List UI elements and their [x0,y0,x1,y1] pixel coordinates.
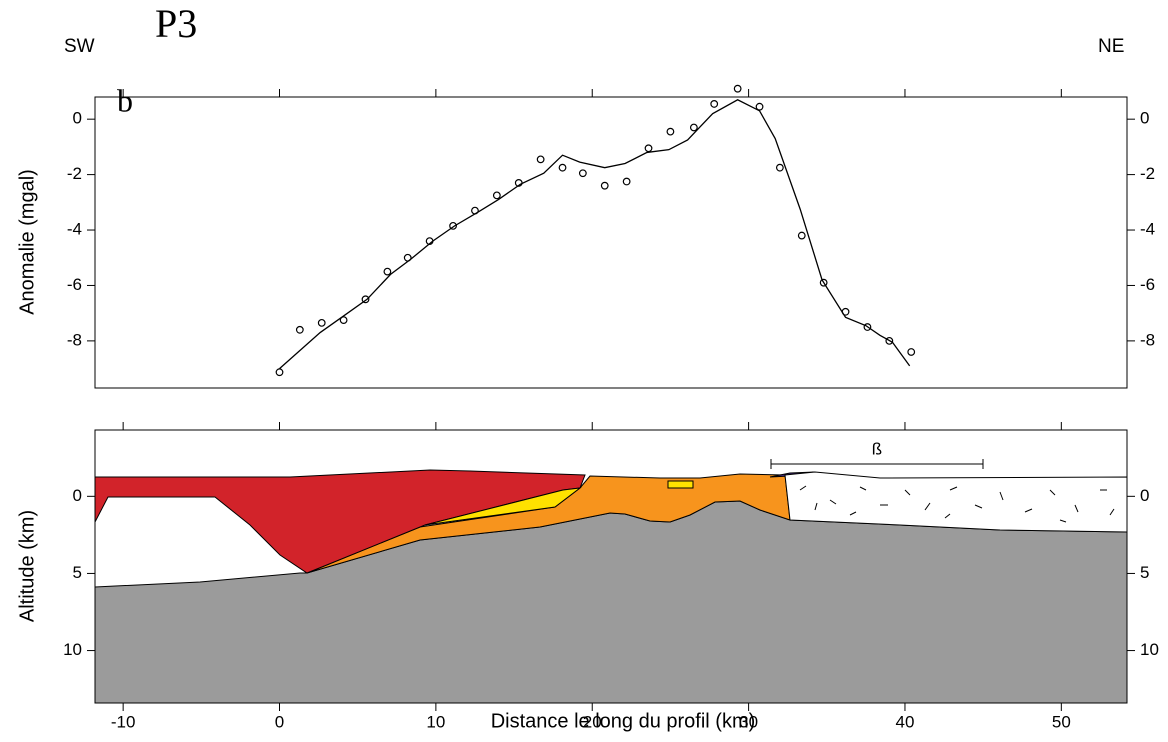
x-tick-label: 10 [426,712,445,731]
sw-label: SW [64,36,95,57]
observed-point [797,231,806,240]
x-tick-label: 0 [275,712,284,731]
plot-frame [94,96,1128,389]
y-tick-label: -8 [1140,330,1155,349]
ne-label: NE [1098,36,1124,57]
observed-point [275,368,284,377]
title: P3 [155,1,197,46]
observed-point [733,84,742,93]
y-tick-label: 5 [1140,563,1149,582]
y-tick-label: -2 [1140,164,1155,183]
hatching [799,485,1115,523]
x-tick-label: 30 [739,712,758,731]
x-tick-label: 50 [1052,712,1071,731]
yellow-lens [667,480,694,489]
y-tick-label: 0 [73,486,82,505]
x-axis-label: Distance le long du profil (km) [491,710,756,732]
observed-point [907,348,916,356]
y-tick-label: -8 [67,330,82,349]
observed-point [383,267,392,276]
y-tick-label: -4 [1140,220,1155,239]
observed-point [710,100,719,108]
observed-point [536,155,545,164]
observed-point [755,102,764,111]
panel-label: b [117,82,133,118]
observed-point [317,318,326,327]
orange-layer [306,473,791,574]
observed-point [558,163,567,172]
observed-point [775,163,784,172]
y-tick-label: -2 [67,164,82,183]
yellow-layer [424,487,582,526]
y-tick-label: 10 [1140,640,1159,659]
y-axis-label: Altitude (km) [16,510,38,622]
observed-point [295,325,304,334]
observed-point [492,191,501,200]
observed-point [578,169,587,178]
y-tick-label: -6 [1140,275,1155,294]
cross-section: ß [94,439,1128,704]
observed-point [644,144,653,153]
y-tick-label: 0 [1140,486,1149,505]
observed-point [339,316,348,325]
plot-frame [94,429,1128,704]
y-tick-label: -6 [67,275,82,294]
y-tick-label: -4 [67,220,82,239]
x-tick-label: 20 [583,712,602,731]
observed-point [689,123,698,132]
model-line [279,99,911,370]
annotation: ß [872,439,882,458]
y-tick-label: 0 [1140,109,1149,128]
x-tick-label: 40 [896,712,915,731]
y-axis-label: Anomalie (mgal) [16,169,38,315]
y-tick-label: 0 [73,109,82,128]
x-tick-label: -10 [111,712,136,731]
observed-point [666,127,675,136]
basement [94,500,1128,704]
y-tick-label: 5 [73,563,82,582]
y-tick-label: 10 [63,640,82,659]
observed-point [600,181,609,190]
scale-bar [770,459,984,469]
observed-point [622,177,631,186]
